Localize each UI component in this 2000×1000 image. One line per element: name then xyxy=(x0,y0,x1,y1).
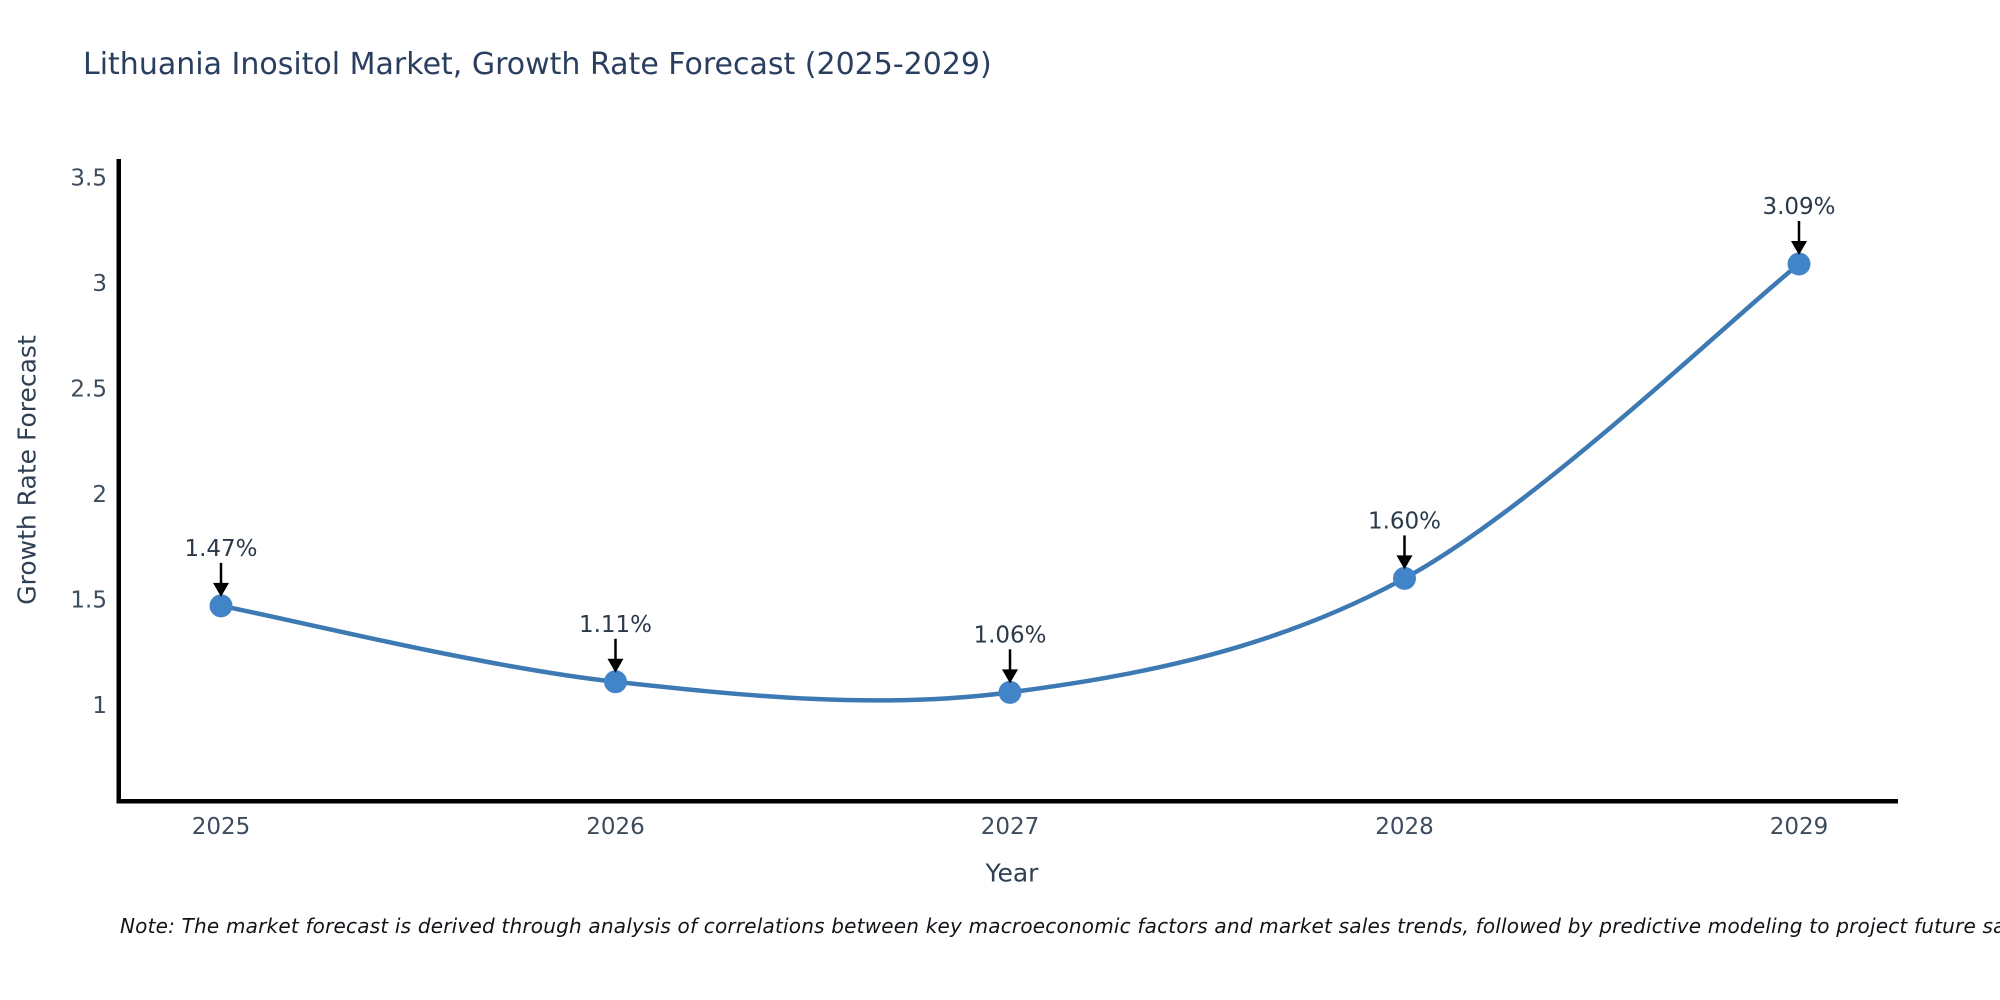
annotation-arrowhead xyxy=(1396,555,1413,570)
point-annotation: 1.60% xyxy=(1368,508,1441,534)
x-axis-label: Year xyxy=(985,858,1039,888)
chart-title: Lithuania Inositol Market, Growth Rate F… xyxy=(83,47,992,82)
x-tick-label: 2027 xyxy=(981,814,1040,840)
data-point xyxy=(1393,566,1416,590)
data-point xyxy=(998,680,1022,704)
annotation-arrowhead xyxy=(213,582,229,597)
x-tick-label: 2026 xyxy=(586,814,645,840)
annotation-arrowhead xyxy=(607,658,624,673)
annotation-arrowhead xyxy=(1791,241,1807,256)
y-tick-label: 3.5 xyxy=(70,166,107,192)
x-tick-label: 2025 xyxy=(192,814,251,840)
y-axis-line xyxy=(116,159,121,803)
x-axis-line xyxy=(116,799,1898,804)
x-tick-label: 2029 xyxy=(1770,814,1829,840)
y-tick-label: 3 xyxy=(92,271,107,297)
y-tick-label: 2 xyxy=(92,482,107,508)
footnote: Note: The market forecast is derived thr… xyxy=(120,914,2000,938)
point-annotation: 1.06% xyxy=(973,622,1046,648)
point-annotation: 3.09% xyxy=(1762,194,1835,220)
x-tick-label: 2028 xyxy=(1375,814,1434,840)
y-tick-label: 1.5 xyxy=(70,588,107,614)
point-annotation: 1.47% xyxy=(184,536,257,562)
y-tick-label: 1 xyxy=(92,693,107,719)
data-point xyxy=(604,670,627,694)
data-point xyxy=(1787,252,1811,276)
data-point xyxy=(209,594,233,618)
y-tick-label: 2.5 xyxy=(70,377,107,403)
annotation-arrowhead xyxy=(1002,669,1018,684)
point-annotation: 1.11% xyxy=(579,612,652,638)
